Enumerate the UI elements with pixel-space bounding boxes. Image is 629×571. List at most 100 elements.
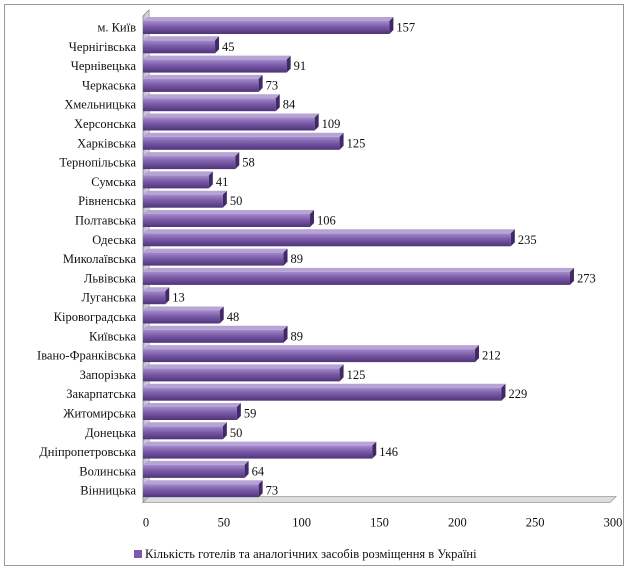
category-label: Хмельницька [64,98,136,112]
bar [143,132,344,150]
value-label: 125 [347,136,366,150]
value-label: 73 [266,484,279,498]
bar-top [143,229,515,234]
bar [143,17,394,34]
bar [143,55,291,73]
bar [143,171,213,189]
category-label: Кіровоградська [54,310,137,324]
value-label: 59 [244,407,256,421]
value-label: 106 [317,214,336,228]
x-tick-label: 50 [218,516,231,530]
bar-front [143,426,223,440]
bar-front [143,98,276,112]
category-label: Київська [89,329,136,343]
bar-end [222,422,227,440]
value-label: 125 [347,368,366,382]
bar-top [143,210,315,214]
bar-end [208,171,213,189]
bar-end [222,190,227,208]
bar-end [165,287,170,305]
x-tick-label: 150 [370,516,389,530]
bar-end [258,74,263,92]
category-label: Івано-Франківська [37,349,136,363]
bar [143,480,263,498]
value-label: 73 [266,78,279,92]
bar-end [389,17,394,34]
bar [143,287,170,305]
value-label: 58 [242,156,255,170]
bars-group [143,17,574,498]
category-label: Сумська [91,175,136,189]
bar [143,94,280,112]
bar [143,403,241,420]
category-label: Львівська [84,271,137,285]
value-label: 273 [577,271,596,285]
value-label: 50 [230,426,243,440]
category-label: Миколаївська [63,252,137,266]
bar-end [236,403,241,420]
category-label: Дніпропетровська [39,445,136,459]
bar-front [143,484,259,498]
bar [143,36,220,54]
category-label: Чернівецька [71,59,137,73]
bar-end [283,248,288,266]
bar-end [501,383,506,401]
category-label: Луганська [82,291,137,305]
category-label: Закарпатська [66,387,136,401]
category-label: Херсонська [74,117,136,131]
bar-front [143,78,259,92]
value-label: 84 [283,98,296,112]
value-label: 146 [379,445,398,459]
bar-top [143,364,344,369]
category-label: Житомирська [63,407,136,421]
chart-frame: м. Київ Чернігівська Чернівецька Черкаська Х… [4,4,624,566]
bar-end [219,306,224,324]
category-label: Черкаська [82,78,136,92]
value-label: 64 [252,464,265,478]
bar-front [143,156,236,170]
bar [143,190,227,208]
bar-end [310,210,315,227]
bar-top [143,248,288,253]
bar-front [143,349,476,363]
category-label: Вінницька [80,484,136,498]
bar [143,113,319,131]
value-label: 212 [482,349,501,363]
bar-top [143,403,241,407]
x-tick-label: 300 [604,516,623,530]
bar-front [143,271,570,285]
bar-end [235,152,240,170]
category-label: м. Київ [97,21,136,35]
bar [143,325,288,343]
bar-end [475,345,480,363]
value-label: 50 [230,194,243,208]
category-label: Харківська [77,136,136,150]
bar-top [143,94,280,99]
bar-end [569,267,574,285]
value-label: 13 [172,291,185,305]
bar-front [143,445,373,459]
bar [143,229,515,247]
bar-top [143,190,227,195]
category-label: Одеська [92,233,136,247]
bar [143,267,574,285]
bar [143,441,377,459]
bar [143,74,263,92]
bar-chart: м. Київ Чернігівська Чернівецька Черкаська Х… [37,9,623,530]
category-label: Чернігівська [69,40,137,54]
bar-front [143,233,511,247]
bar-front [143,291,166,305]
bar [143,364,344,382]
category-labels: м. Київ Чернігівська Чернівецька Черкаська Х… [37,21,136,498]
bar-end [244,460,249,478]
bar-front [143,194,223,208]
legend-swatch [134,550,142,558]
legend: Кількість готелів та аналогічних засобів… [134,546,477,562]
bar [143,460,249,478]
value-label: 45 [222,40,235,54]
bar [143,422,227,440]
bar-front [143,464,245,478]
bar-top [143,441,377,446]
bar [143,248,288,266]
bar-front [143,21,390,34]
